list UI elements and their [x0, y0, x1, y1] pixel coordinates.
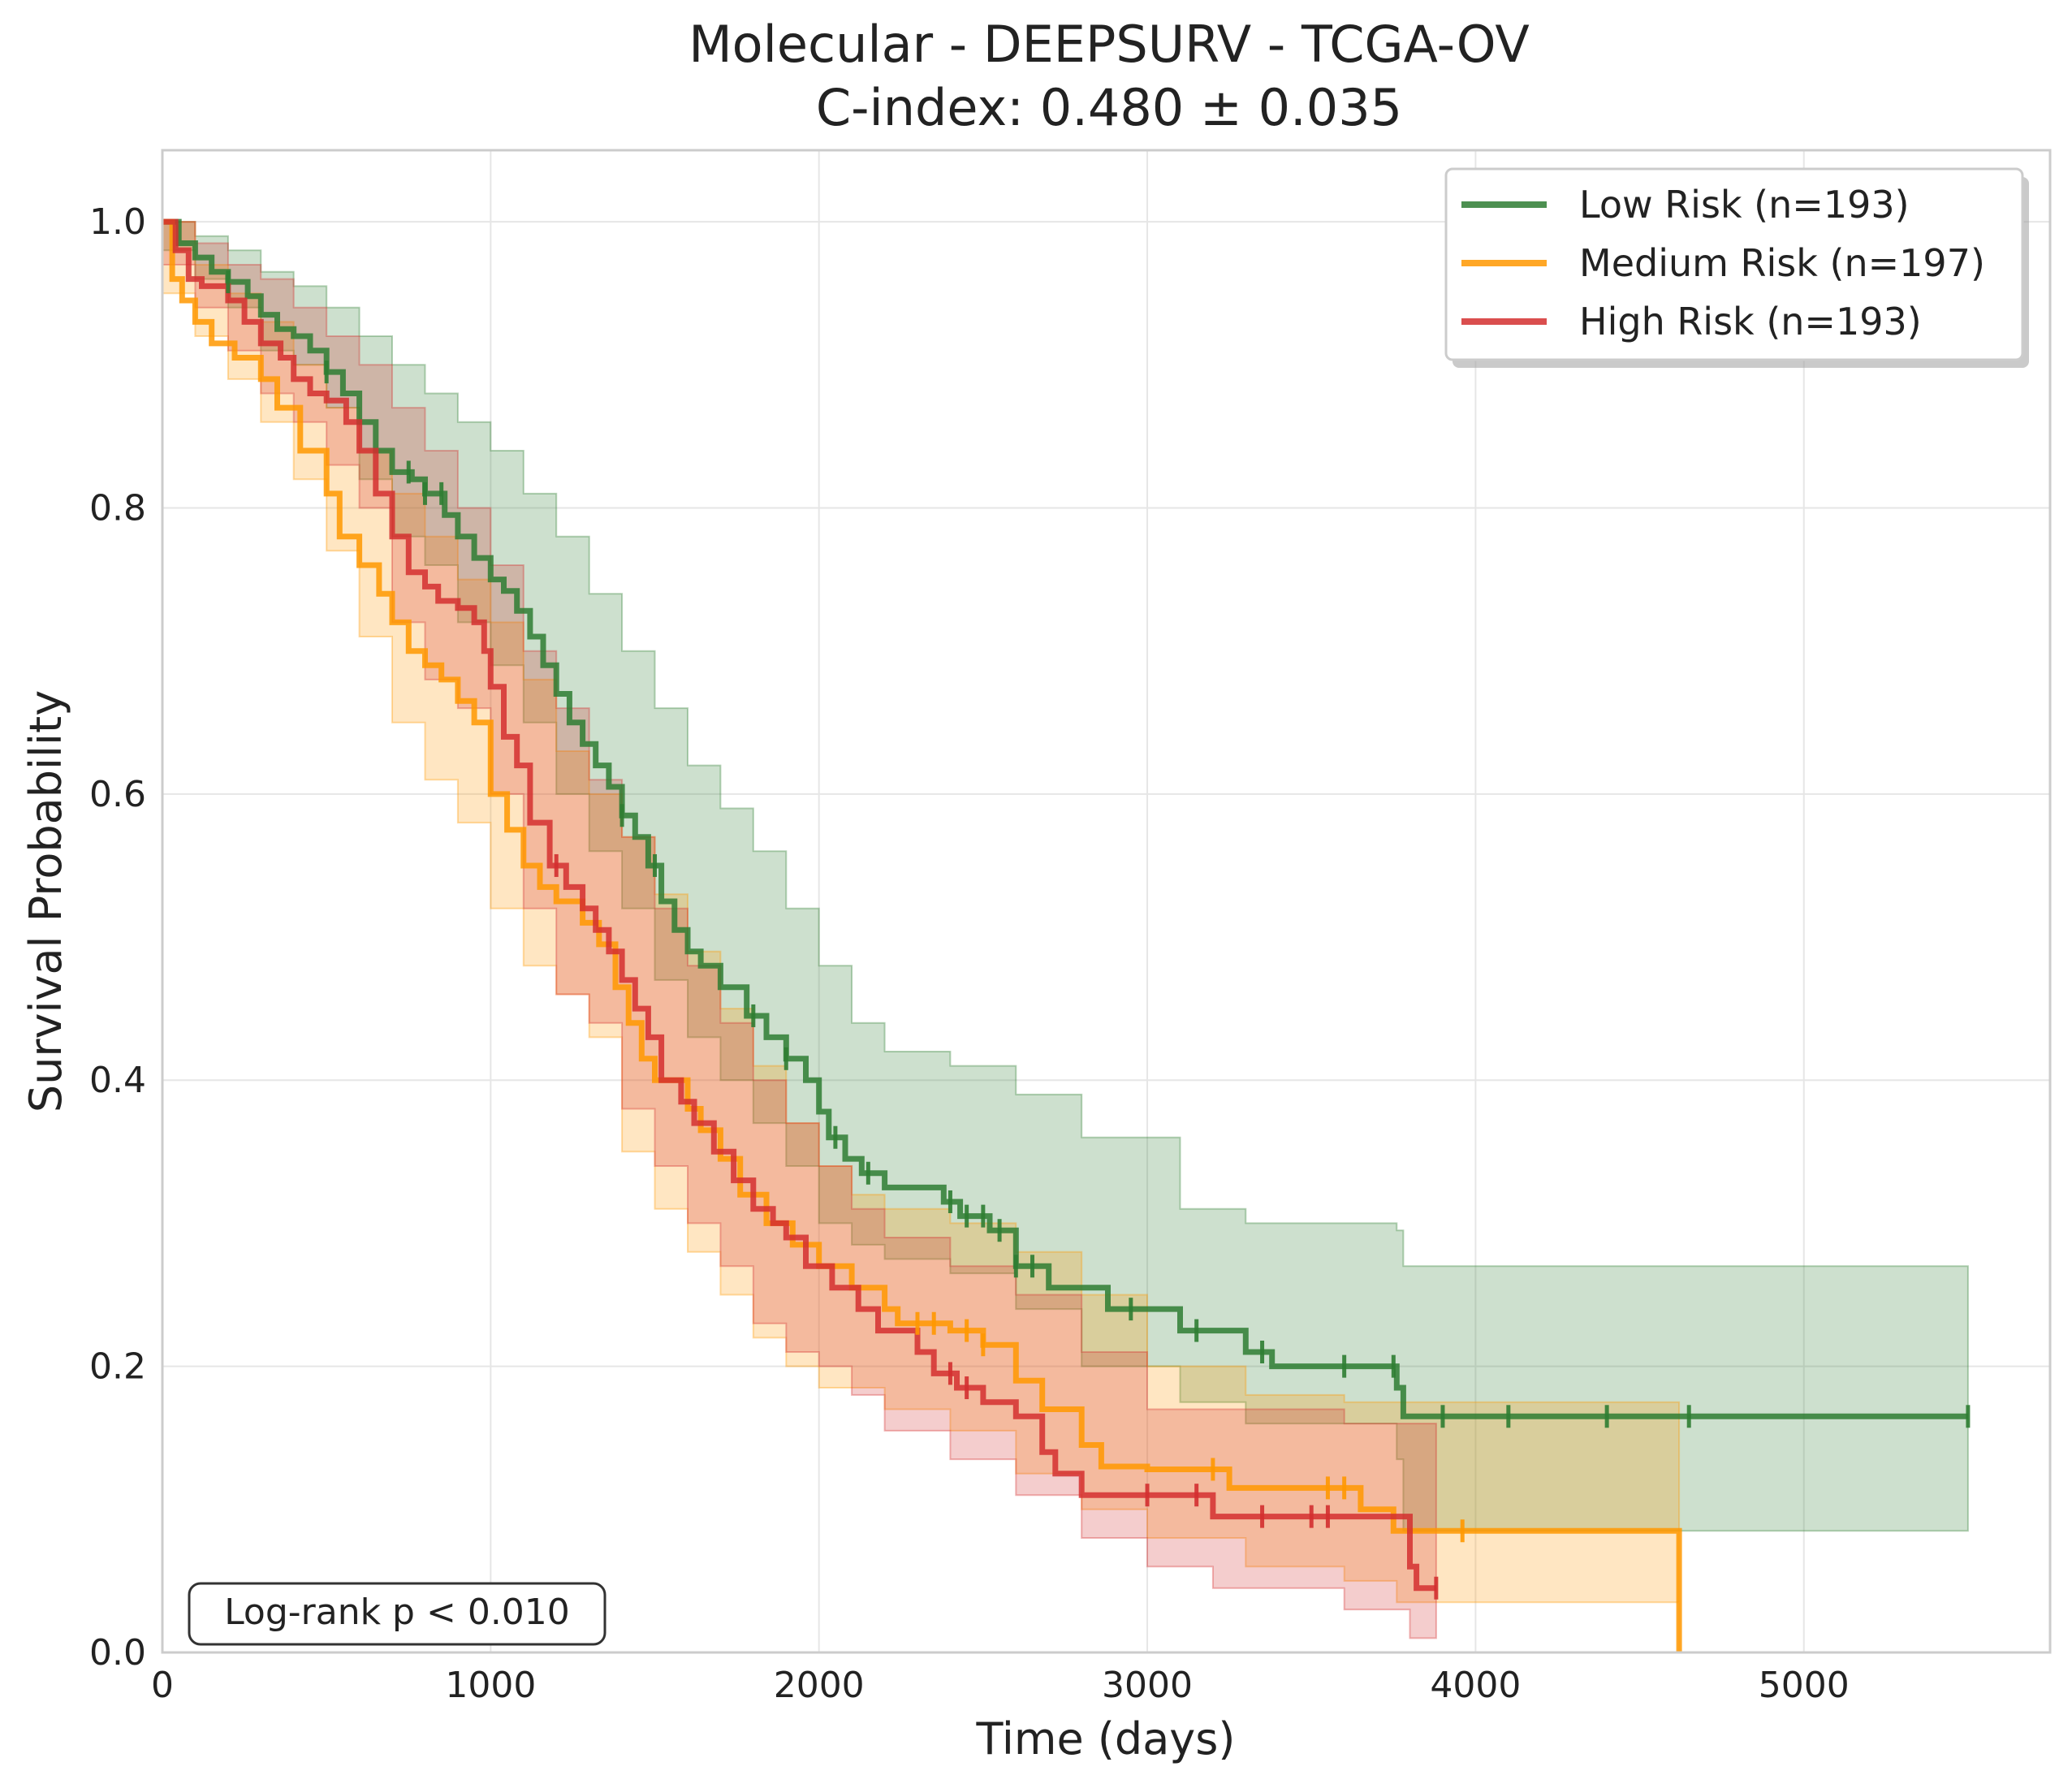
- survival-curve-2: [162, 218, 1436, 1592]
- y-tick-label: 0.6: [89, 774, 146, 815]
- ci-band-1: [162, 221, 1681, 1652]
- ci-band-0: [162, 221, 1969, 1532]
- annotation-box: [188, 1582, 606, 1646]
- x-tick-label: 1000: [445, 1665, 536, 1706]
- legend-label: Low Risk (n=193): [1579, 183, 1910, 227]
- y-tick-label: 0.4: [89, 1060, 146, 1101]
- x-tick-label: 0: [151, 1665, 174, 1706]
- legend-box: [1444, 167, 2024, 361]
- confidence-bands: [162, 221, 1969, 1652]
- survival-curve-0: [162, 218, 1968, 1419]
- x-tick-label: 4000: [1430, 1665, 1521, 1706]
- logrank-annotation: Log-rank p < 0.010: [188, 1582, 606, 1646]
- legend: Low Risk (n=193) Medium Risk (n=197) High …: [1444, 167, 2029, 368]
- x-axis-label: Time (days): [976, 1713, 1236, 1765]
- chart-subtitle: C-index: 0.480 ± 0.035: [816, 78, 1402, 137]
- y-tick-label: 1.0: [89, 201, 146, 243]
- legend-label: High Risk (n=193): [1579, 300, 1922, 343]
- y-tick-label: 0.0: [89, 1632, 146, 1674]
- y-tick-label: 0.2: [89, 1346, 146, 1388]
- legend-label: Medium Risk (n=197): [1579, 241, 1985, 285]
- x-axis-ticks: 0 1000 2000 3000 4000 5000: [151, 1665, 1850, 1706]
- plot-frame: [161, 149, 2052, 1654]
- x-tick-label: 3000: [1102, 1665, 1193, 1706]
- chart-title: Molecular - DEEPSURV - TCGA-OV: [689, 15, 1530, 74]
- annotation-text: Log-rank p < 0.010: [224, 1592, 570, 1633]
- survival-curves: [162, 218, 1968, 1652]
- y-tick-label: 0.8: [89, 487, 146, 529]
- x-tick-label: 5000: [1759, 1665, 1850, 1706]
- x-tick-label: 2000: [774, 1665, 865, 1706]
- y-axis-label: Survival Probability: [20, 690, 71, 1112]
- censor-marks: [226, 270, 1971, 1600]
- y-axis-ticks: 0.0 0.2 0.4 0.6 0.8 1.0: [89, 201, 146, 1674]
